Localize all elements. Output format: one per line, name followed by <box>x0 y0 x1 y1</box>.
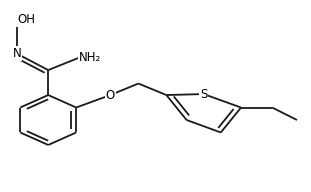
Text: O: O <box>106 89 115 102</box>
Text: NH₂: NH₂ <box>79 51 102 64</box>
Text: S: S <box>200 88 207 101</box>
Text: N: N <box>13 47 21 60</box>
Text: OH: OH <box>17 13 35 26</box>
